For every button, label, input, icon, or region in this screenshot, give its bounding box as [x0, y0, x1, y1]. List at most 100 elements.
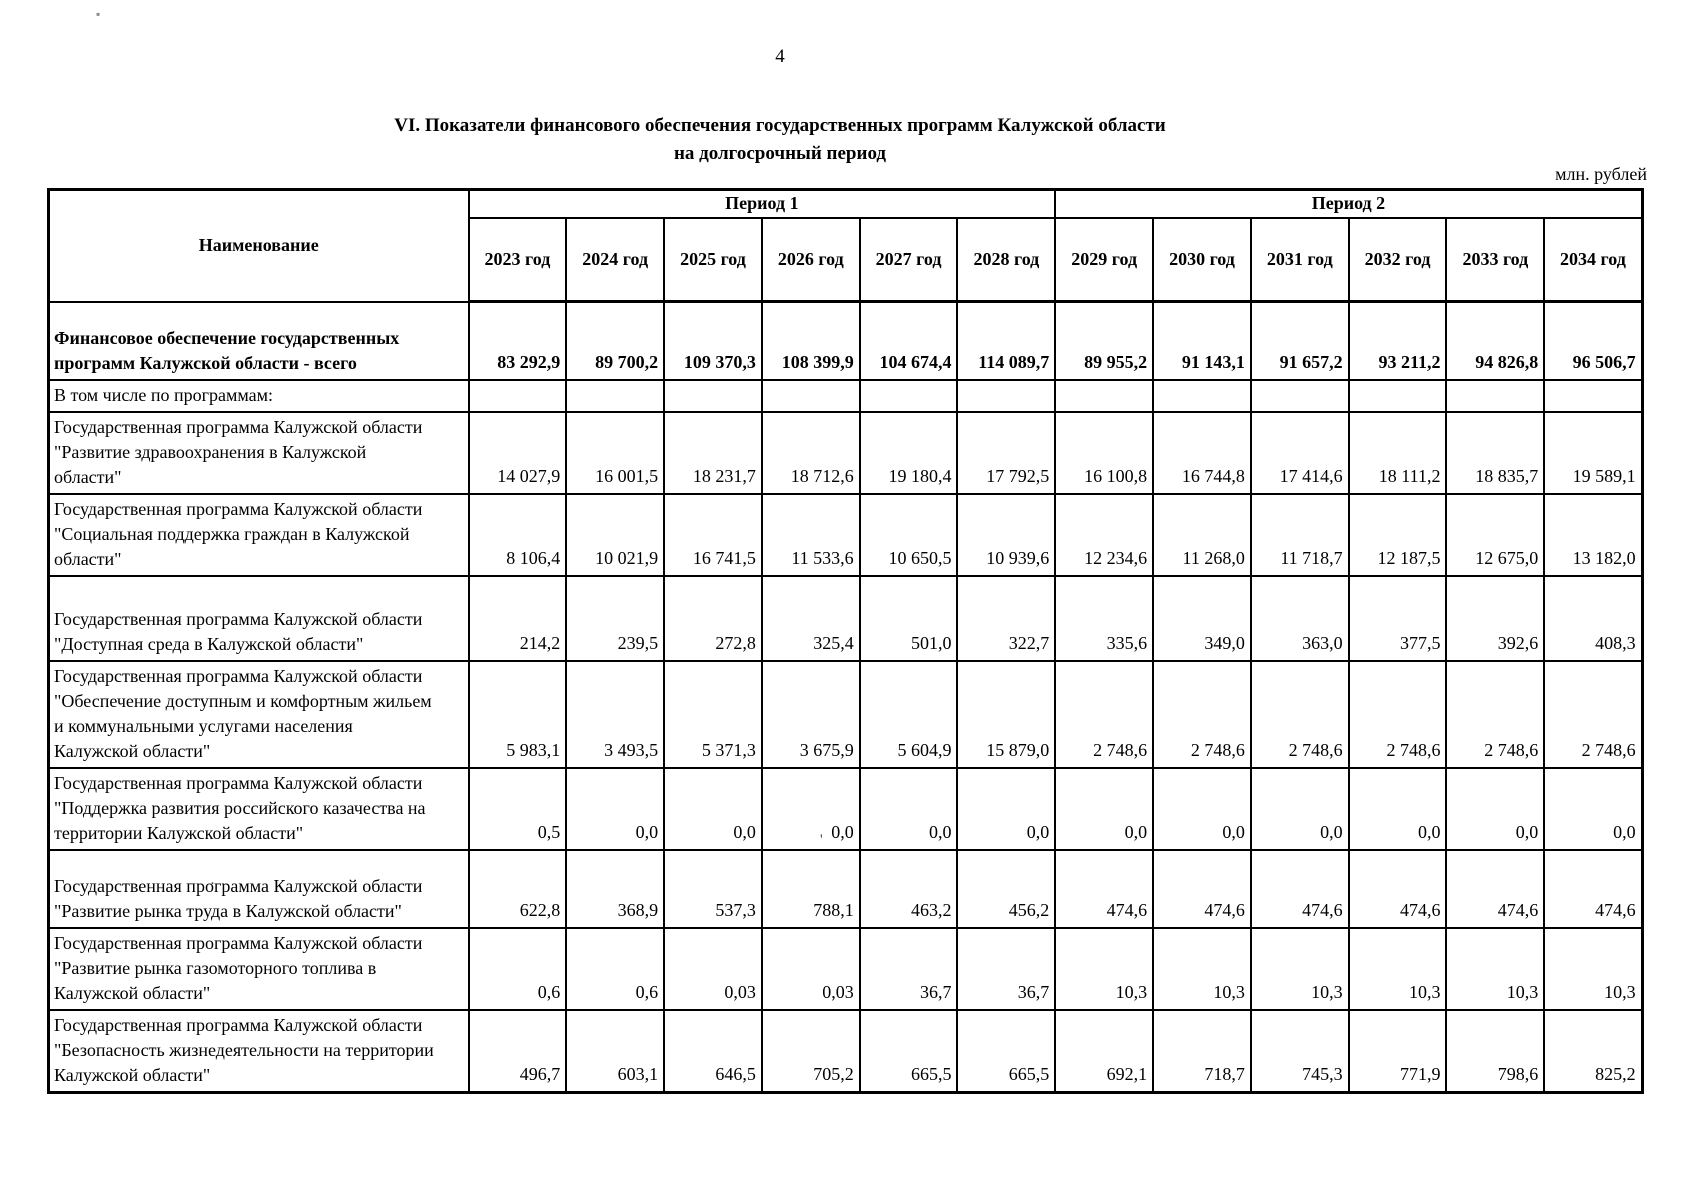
value-cell: 13 182,0: [1543, 492, 1644, 577]
value-cell: 109 370,3: [663, 300, 763, 381]
value-cell: 474,6: [1445, 848, 1546, 929]
value-cell: 2 748,6: [1445, 659, 1546, 769]
value-cell: 825,2: [1543, 1008, 1644, 1093]
value-cell: 16 100,8: [1054, 410, 1155, 495]
value-cell: 214,2: [467, 574, 568, 662]
value-cell: 705,2: [760, 1008, 861, 1093]
value-cell: 335,6: [1054, 574, 1155, 662]
program-name-cell: Государственная программа Калужской обла…: [47, 848, 470, 929]
value-cell: 18 231,7: [663, 410, 763, 495]
value-cell: 91 143,1: [1152, 300, 1252, 381]
value-cell: 0,0: [858, 766, 959, 851]
program-name-cell: Государственная программа Калужской обла…: [47, 766, 470, 851]
title-line-2: на долгосрочный период: [673, 143, 887, 164]
value-cell: 2 748,6: [1347, 659, 1448, 769]
year-header: 2026 год: [760, 216, 861, 303]
value-cell: 603,1: [565, 1008, 666, 1093]
value-cell: 0,0: [1054, 766, 1155, 851]
name-column-header: Наименование: [47, 188, 470, 303]
value-cell: 10 939,6: [956, 492, 1057, 577]
value-cell: 745,3: [1249, 1008, 1350, 1093]
value-cell: 93 211,2: [1347, 300, 1448, 381]
value-cell: 368,9: [565, 848, 666, 929]
value-cell: [1152, 378, 1252, 413]
value-cell: 0,5: [467, 766, 568, 851]
value-cell: [1445, 378, 1546, 413]
value-cell: 83 292,9: [467, 300, 568, 381]
value-cell: 89 955,2: [1054, 300, 1155, 381]
value-cell: 17 414,6: [1249, 410, 1350, 495]
program-name-cell: Государственная программа Калужской обла…: [47, 492, 470, 577]
table-row: Государственная программа Калужской обла…: [47, 574, 1644, 662]
value-cell: 12 187,5: [1347, 492, 1448, 577]
value-cell: 0,0: [1152, 766, 1252, 851]
page-title: VI. Показатели финансового обеспечения г…: [20, 112, 1540, 168]
value-cell: 19 180,4: [858, 410, 959, 495]
value-cell: [956, 378, 1057, 413]
value-cell: 10,3: [1445, 926, 1546, 1011]
value-cell: 10,3: [1543, 926, 1644, 1011]
value-cell: 17 792,5: [956, 410, 1057, 495]
value-cell: 474,6: [1249, 848, 1350, 929]
value-cell: 692,1: [1054, 1008, 1155, 1093]
period-header-row: Наименование Период 1 Период 2: [47, 188, 1644, 303]
table-body: Финансовое обеспечение государственных п…: [47, 300, 1644, 1093]
units-label: млн. рублей: [1555, 164, 1647, 184]
year-header: 2030 год: [1152, 216, 1252, 303]
program-name-cell: Государственная программа Калужской обла…: [47, 926, 470, 1011]
value-cell: 104 674,4: [858, 300, 959, 381]
page-number: 4: [775, 46, 785, 67]
title-line-1: VI. Показатели финансового обеспечения г…: [394, 115, 1166, 136]
value-cell: 537,3: [663, 848, 763, 929]
value-cell: 15 879,0: [956, 659, 1057, 769]
program-name-cell: В том числе по программам:: [47, 378, 470, 413]
value-cell: 11 268,0: [1152, 492, 1252, 577]
value-cell: 363,0: [1249, 574, 1350, 662]
value-cell: 18 835,7: [1445, 410, 1546, 495]
value-cell: 474,6: [1054, 848, 1155, 929]
value-cell: 0,0: [1445, 766, 1546, 851]
year-header: 2031 год: [1249, 216, 1350, 303]
value-cell: 3 493,5: [565, 659, 666, 769]
value-cell: 10 021,9: [565, 492, 666, 577]
value-cell: 325,4: [760, 574, 861, 662]
value-cell: [1249, 378, 1350, 413]
value-cell: 16 744,8: [1152, 410, 1252, 495]
value-cell: [1054, 378, 1155, 413]
value-cell: 89 700,2: [565, 300, 666, 381]
value-cell: 18 111,2: [1347, 410, 1448, 495]
value-cell: 798,6: [1445, 1008, 1546, 1093]
table-row: Государственная программа Калужской обла…: [47, 492, 1644, 577]
value-cell: 0,6: [565, 926, 666, 1011]
year-header: 2033 год: [1445, 216, 1546, 303]
value-cell: 14 027,9: [467, 410, 568, 495]
value-cell: 0,0: [663, 766, 763, 851]
value-cell: 2 748,6: [1152, 659, 1252, 769]
program-name-cell: Государственная программа Калужской обла…: [47, 1008, 470, 1093]
value-cell: 239,5: [565, 574, 666, 662]
value-cell: 501,0: [858, 574, 959, 662]
table-row: Государственная программа Калужской обла…: [47, 926, 1644, 1011]
scan-artifact: ▪: [96, 7, 101, 21]
value-cell: 0,0: [565, 766, 666, 851]
value-cell: 474,6: [1543, 848, 1644, 929]
value-cell: 496,7: [467, 1008, 568, 1093]
value-cell: [1347, 378, 1448, 413]
value-cell: 36,7: [858, 926, 959, 1011]
value-cell: 11 718,7: [1249, 492, 1350, 577]
value-cell: 0,03: [760, 926, 861, 1011]
program-name-cell: Государственная программа Калужской обла…: [47, 574, 470, 662]
value-cell: 463,2: [858, 848, 959, 929]
year-header: 2024 год: [565, 216, 666, 303]
period1-header: Период 1: [467, 188, 1057, 219]
value-cell: 94 826,8: [1445, 300, 1546, 381]
value-cell: 0,0: [1347, 766, 1448, 851]
value-cell: 0,0: [1249, 766, 1350, 851]
value-cell: 10 650,5: [858, 492, 959, 577]
value-cell: 3 675,9: [760, 659, 861, 769]
value-cell: 322,7: [956, 574, 1057, 662]
value-cell: 108 399,9: [760, 300, 861, 381]
value-cell: 788,1: [760, 848, 861, 929]
value-cell: 0,0: [956, 766, 1057, 851]
value-cell: [858, 378, 959, 413]
